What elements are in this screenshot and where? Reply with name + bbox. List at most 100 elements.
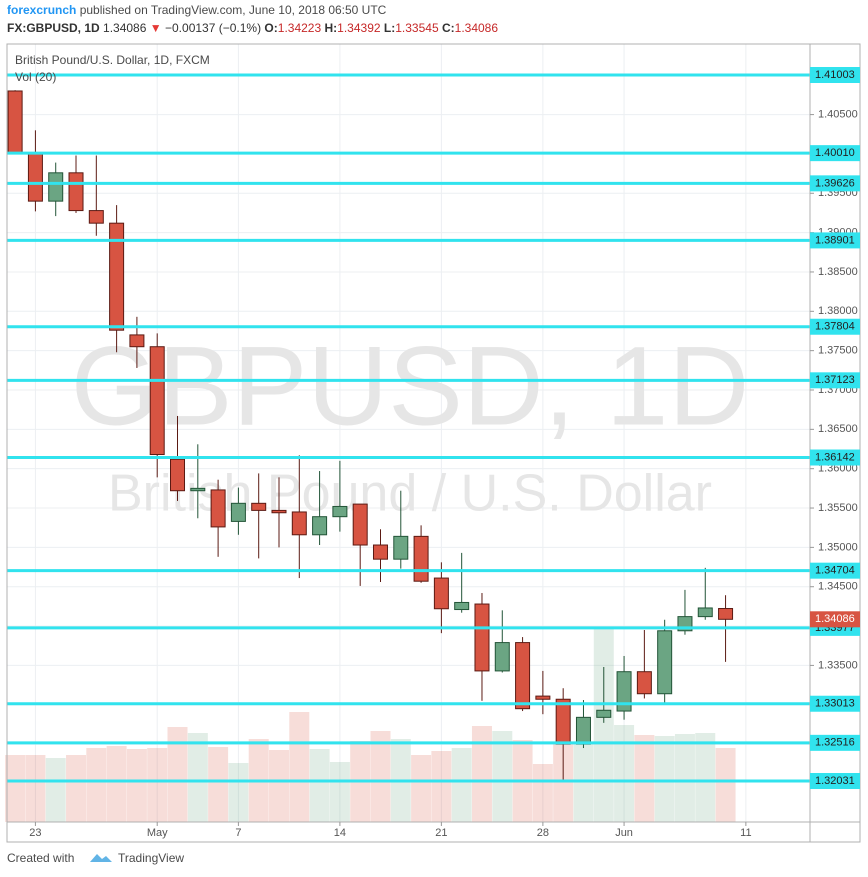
volume-bar	[451, 748, 472, 822]
volume-bar	[573, 744, 594, 822]
candle-body	[535, 695, 551, 700]
symbol: FX:GBPUSD, 1D	[7, 21, 100, 35]
candle-body	[596, 709, 612, 718]
level-tag	[810, 449, 860, 466]
candle-body	[7, 90, 23, 154]
x-tick-label: May	[147, 827, 168, 839]
candle-body	[190, 487, 206, 492]
candle-body	[575, 716, 591, 745]
watermark-subtitle: British Pound / U.S. Dollar	[108, 465, 712, 523]
change: −0.00137 (−0.1%)	[165, 21, 261, 35]
ohlc-label: O:	[264, 21, 277, 35]
frame	[6, 43, 861, 843]
level-tag	[810, 232, 860, 249]
level-label: 1.33013	[815, 698, 855, 710]
level-label: 1.40010	[815, 147, 855, 159]
level-label: 1.36142	[815, 451, 855, 463]
volume-bar	[715, 748, 736, 822]
volume-bar	[695, 733, 716, 822]
candle-body	[251, 502, 267, 511]
footer-brand[interactable]: TradingView	[118, 851, 184, 865]
candle-body	[109, 222, 125, 331]
author[interactable]: forexcrunch	[7, 3, 76, 17]
candle-body	[657, 630, 673, 695]
x-tick-label: 14	[334, 827, 346, 839]
volume-bar	[674, 734, 695, 822]
volume-bar	[147, 748, 168, 822]
x-tick-label: 23	[29, 827, 41, 839]
candle-body	[149, 346, 165, 456]
level-label: 1.41003	[815, 69, 855, 81]
volume-bar	[187, 733, 208, 822]
level-label: 1.39626	[815, 177, 855, 189]
last-price-label: 1.34086	[815, 613, 855, 625]
ohlc-label: H:	[325, 21, 338, 35]
x-tick-label: 7	[235, 827, 241, 839]
volume-bar	[228, 763, 249, 822]
candle-body	[555, 698, 571, 745]
level-tag	[810, 67, 860, 84]
candle-body	[474, 603, 490, 672]
logo	[90, 854, 112, 862]
candle-body	[312, 516, 328, 536]
level-tag	[810, 372, 860, 389]
volume-bar	[126, 749, 147, 822]
y-tick-label: 1.40500	[818, 108, 858, 120]
y-tick-label: 1.38500	[818, 266, 858, 278]
candle-body	[230, 502, 246, 522]
ohlc-value: 1.34392	[337, 21, 381, 35]
last: 1.34086	[103, 21, 147, 35]
chart-title: British Pound/U.S. Dollar, 1D, FXCM	[15, 53, 210, 67]
level-tag	[810, 695, 860, 712]
candle-body	[372, 544, 388, 560]
candle-body	[515, 642, 531, 710]
volume-bar	[532, 764, 553, 822]
volume-bar	[593, 629, 614, 822]
candle-body	[291, 511, 307, 536]
x-tick-label: 21	[435, 827, 447, 839]
volume-bar	[329, 762, 350, 822]
candle-body	[433, 577, 449, 610]
volume-bar	[309, 749, 330, 822]
published: published on TradingView.com, June 10, 2…	[80, 3, 387, 17]
volume-bar	[167, 727, 188, 822]
level-label: 1.38901	[815, 234, 855, 246]
publish-line: forexcrunch published on TradingView.com…	[7, 3, 387, 17]
volume-bar	[5, 755, 26, 822]
level-tag	[810, 145, 860, 162]
y-tick-label: 1.36000	[818, 463, 858, 475]
candle-body	[616, 671, 632, 712]
level-tag	[810, 175, 860, 192]
volume-bar	[268, 750, 289, 822]
level-tag	[810, 773, 860, 790]
level-tag	[810, 318, 860, 335]
y-tick-label: 1.36500	[818, 423, 858, 435]
volume-bar	[208, 747, 229, 822]
y-tick-label: 1.35000	[818, 541, 858, 553]
candle-body	[697, 607, 713, 618]
volume-label: Vol (20)	[15, 70, 56, 84]
level-tag	[810, 562, 860, 579]
volume-bar	[431, 751, 452, 822]
candle-body	[352, 503, 368, 546]
candle-body	[718, 608, 734, 620]
volume-bar	[86, 748, 107, 822]
ohlc-label: C:	[442, 21, 455, 35]
candle-body	[332, 505, 348, 518]
candle-body	[27, 152, 43, 202]
candle-body	[48, 172, 64, 202]
last-price-tag	[810, 611, 860, 628]
x-tick-label: 11	[740, 827, 751, 839]
volume-bar	[634, 735, 655, 822]
ohlc-label: L:	[384, 21, 395, 35]
candle-body	[494, 642, 510, 672]
candle-body	[454, 601, 470, 611]
candle-body	[393, 535, 409, 560]
volume-bar	[614, 725, 635, 822]
watermark: GBPUSD, 1D	[71, 324, 749, 449]
candle-body	[129, 334, 145, 348]
ohlc-value: 1.34223	[278, 21, 322, 35]
